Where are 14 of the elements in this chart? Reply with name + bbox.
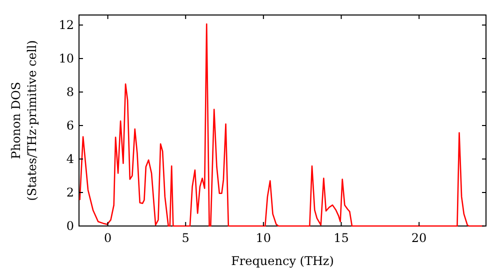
x-tick-label: 10 <box>256 231 272 245</box>
y-tick-label: 0 <box>66 219 74 233</box>
y-axis-title: Phonon DOS (States/THz·primitive cell) <box>9 40 39 201</box>
x-axis-title: Frequency (THz) <box>231 254 334 268</box>
x-tick-label: 5 <box>182 231 190 245</box>
y-tick-label: 6 <box>66 118 74 133</box>
y-tick-label: 2 <box>66 186 74 200</box>
x-tick-label: 0 <box>104 231 112 245</box>
y-tick-label: 10 <box>58 52 74 66</box>
x-tick-label: 15 <box>334 231 349 245</box>
y-tick-label: 8 <box>66 85 74 100</box>
y-tick-label: 12 <box>58 18 74 32</box>
y-tick-label: 4 <box>66 152 74 166</box>
x-tick-label: 20 <box>411 231 427 245</box>
